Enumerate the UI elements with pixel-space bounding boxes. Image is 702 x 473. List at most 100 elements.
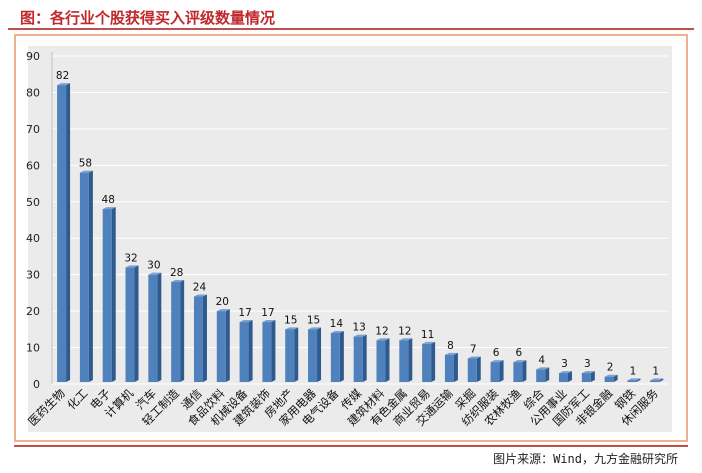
bar <box>627 380 637 382</box>
bar-top <box>125 265 139 268</box>
bar <box>148 274 158 382</box>
bar-side <box>66 83 71 383</box>
data-label: 1 <box>652 365 659 377</box>
bar-side <box>180 279 185 382</box>
bar <box>216 311 226 382</box>
footer-bar: 图片来源：Wind，九方金融研究所 <box>14 445 688 469</box>
bar-top <box>604 374 618 377</box>
data-label: 2 <box>607 362 614 374</box>
bar-top <box>239 320 253 323</box>
bar <box>422 343 432 382</box>
data-label: 12 <box>398 325 411 337</box>
data-label: 6 <box>493 347 500 359</box>
bar-side <box>202 294 207 382</box>
data-label: 4 <box>538 354 545 366</box>
bar <box>536 369 546 382</box>
bar-top <box>627 378 641 381</box>
bar <box>353 336 363 382</box>
bar <box>467 358 477 382</box>
title-bar: 图：各行业个股获得买入评级数量情况 <box>8 4 694 30</box>
bar-top <box>79 170 93 173</box>
bar <box>559 373 569 382</box>
data-label: 3 <box>561 358 568 370</box>
y-tick-label: 60 <box>26 159 40 172</box>
data-label: 20 <box>216 296 229 308</box>
data-label: 32 <box>124 252 137 264</box>
bar <box>57 85 67 383</box>
bar-side <box>590 371 595 382</box>
bar-side <box>294 327 299 382</box>
bar <box>399 340 409 382</box>
bar <box>171 281 181 382</box>
data-label: 24 <box>193 282 207 294</box>
bar-side <box>408 338 413 382</box>
bar <box>102 209 112 382</box>
source-note: 图片来源：Wind，九方金融研究所 <box>493 452 678 466</box>
bar-top <box>536 367 550 370</box>
bar-side <box>659 378 664 382</box>
bar <box>79 172 89 382</box>
bar-side <box>499 360 504 382</box>
bar-top <box>559 371 573 374</box>
bar-top <box>148 272 162 275</box>
bar-side <box>134 265 139 382</box>
x-tick-label: 医药生物 <box>25 386 67 428</box>
y-tick-label: 70 <box>26 123 40 136</box>
bar-side <box>362 334 367 382</box>
bar <box>444 354 454 382</box>
data-label: 17 <box>238 307 251 319</box>
bar-top <box>216 309 230 312</box>
bar-side <box>385 338 390 382</box>
data-label: 15 <box>307 314 320 326</box>
y-tick-label: 0 <box>33 378 40 391</box>
data-label: 1 <box>630 365 637 377</box>
chart-title: 图：各行业个股获得买入评级数量情况 <box>20 9 276 27</box>
bar <box>285 329 295 382</box>
data-label: 8 <box>447 340 454 352</box>
data-label: 14 <box>330 318 344 330</box>
data-label: 12 <box>375 325 388 337</box>
data-label: 6 <box>516 347 523 359</box>
bar <box>330 332 340 382</box>
bar-side <box>613 374 618 382</box>
bar-top <box>193 294 207 297</box>
bar <box>490 362 500 382</box>
bar-top <box>171 279 185 282</box>
y-tick-label: 10 <box>26 342 40 355</box>
bar-top <box>422 341 436 344</box>
y-tick-label: 90 <box>26 50 40 63</box>
y-tick-label: 20 <box>26 305 40 318</box>
bar-top <box>490 360 504 363</box>
bar <box>239 322 249 382</box>
bar-side <box>157 272 162 382</box>
bar-side <box>317 327 322 382</box>
bar-side <box>545 367 550 382</box>
bar-top <box>581 371 595 374</box>
bar-top <box>513 360 527 363</box>
bar-top <box>467 356 481 359</box>
bar <box>604 376 614 382</box>
bar-side <box>88 170 93 382</box>
bar-side <box>111 207 116 382</box>
bar <box>125 267 135 382</box>
data-label: 3 <box>584 358 591 370</box>
bar-top <box>102 207 116 210</box>
y-tick-label: 50 <box>26 196 40 209</box>
bar <box>262 322 272 382</box>
bar-top <box>399 338 413 341</box>
bar-side <box>339 330 344 382</box>
bar <box>193 296 203 382</box>
bar <box>581 373 591 382</box>
data-label: 17 <box>261 307 274 319</box>
bar-side <box>453 352 458 382</box>
bar-side <box>636 378 641 382</box>
data-label: 15 <box>284 314 297 326</box>
bar-top <box>353 334 367 337</box>
bar-side <box>522 360 527 382</box>
y-tick-label: 30 <box>26 269 40 282</box>
bar-top <box>285 327 299 330</box>
bar <box>513 362 523 382</box>
bar-side <box>248 320 253 382</box>
x-tick-label: 化工 <box>64 386 90 412</box>
bar <box>308 329 318 382</box>
